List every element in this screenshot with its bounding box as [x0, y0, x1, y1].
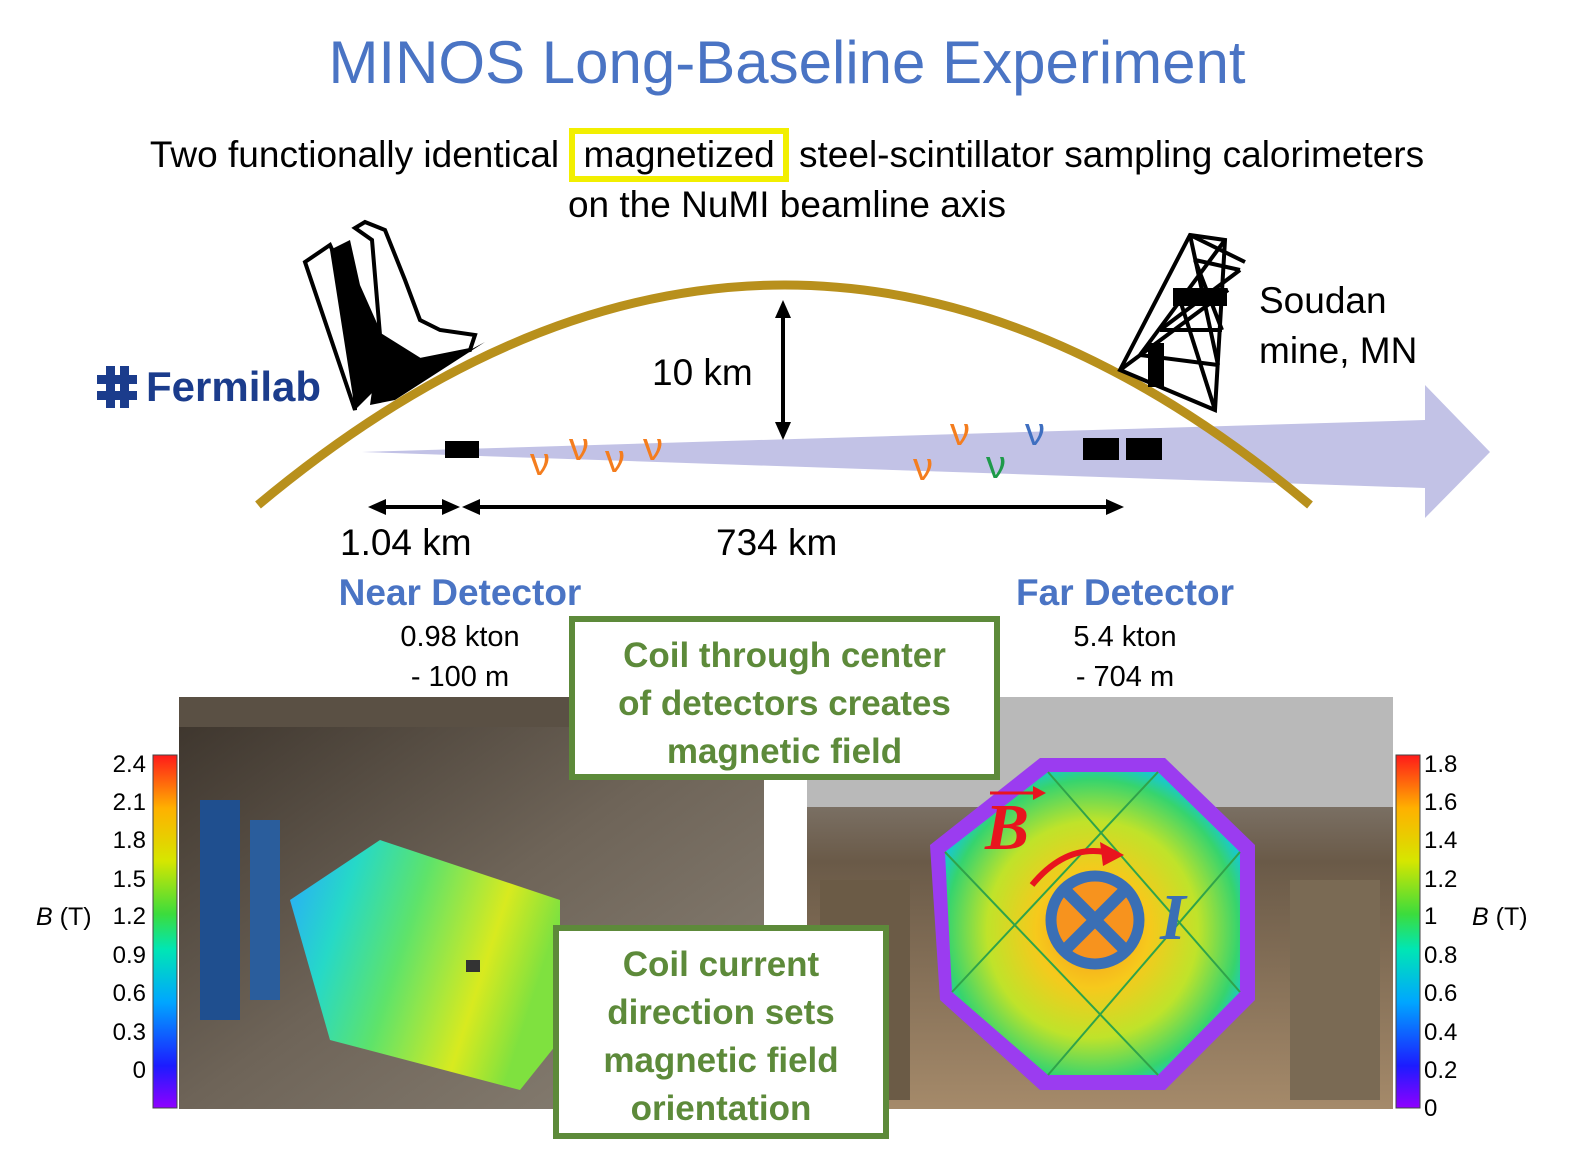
- callout-line: magnetic field: [603, 1041, 839, 1080]
- field-direction-arrow: [1029, 842, 1124, 887]
- colorbar-tick: 0.4: [1424, 1019, 1458, 1046]
- colorbar-tick: 2.4: [112, 751, 146, 778]
- soudan-label: Soudan mine, MN: [1259, 276, 1417, 376]
- near-detector-info: 0.98 kton - 100 m: [300, 617, 620, 697]
- colorbar-tick: 0.6: [1424, 980, 1458, 1007]
- colorbar-tick: 1.2: [112, 903, 146, 930]
- near-distance-arrow: [368, 499, 460, 515]
- far-detector-block-1: [1083, 438, 1119, 460]
- wilson-hall-icon: [302, 219, 485, 411]
- right-colorbar-label: B (T): [1472, 903, 1528, 932]
- far-distance-label: 734 km: [716, 522, 838, 563]
- far-detector-photo: [807, 697, 1393, 1109]
- callout-coil-center: Coil through center of detectors creates…: [569, 616, 1000, 780]
- neutrino-symbol: ν: [643, 425, 663, 469]
- near-detector-name: Near Detector: [338, 572, 582, 613]
- colorbar-tick: 1.8: [112, 827, 146, 854]
- tesla-unit: (T): [59, 903, 92, 931]
- far-detector-mass: 5.4 kton: [1073, 621, 1177, 653]
- callout-line: direction sets: [607, 993, 835, 1032]
- colorbar-tick: 2.1: [112, 789, 146, 816]
- subtitle-line-1: Two functionally identical magnetized st…: [0, 128, 1574, 182]
- callout-line: Coil current: [622, 945, 820, 984]
- field-symbol-b: B: [985, 791, 1030, 864]
- near-detector-mass: 0.98 kton: [400, 621, 520, 653]
- soudan-line-2: mine, MN: [1259, 330, 1418, 371]
- far-detector-name: Far Detector: [1016, 572, 1234, 613]
- near-detector-block: [445, 441, 479, 458]
- colorbar-tick: 1.5: [112, 866, 146, 893]
- neutrino-beam: [362, 385, 1490, 518]
- near-detector-depth: - 100 m: [410, 661, 510, 693]
- depth-arrow: [775, 300, 791, 440]
- colorbar-tick: 0: [1424, 1095, 1438, 1122]
- colorbar-tick: 0.2: [1424, 1057, 1458, 1084]
- soudan-line-1: Soudan: [1259, 280, 1387, 321]
- neutrino-symbol: ν: [1025, 410, 1045, 454]
- callout-line: orientation: [630, 1089, 812, 1128]
- callout-coil-current: Coil current direction sets magnetic fie…: [553, 925, 889, 1139]
- near-distance-label: 1.04 km: [340, 522, 472, 563]
- callout-line: Coil through center: [623, 636, 946, 675]
- colorbar-tick: 1: [1424, 903, 1438, 930]
- neutrino-symbol: ν: [569, 425, 589, 469]
- colorbar-tick: 1.6: [1424, 789, 1458, 816]
- far-detector-info: 5.4 kton - 704 m: [990, 617, 1260, 697]
- subtitle-after: steel-scintillator sampling calorimeters: [799, 134, 1425, 175]
- current-symbol-i: I: [1160, 881, 1186, 954]
- colorbar-tick: 1.4: [1424, 827, 1458, 854]
- b-variable: B: [1472, 903, 1489, 931]
- slide-title: MINOS Long-Baseline Experiment: [328, 29, 1246, 96]
- right-colorbar: [1395, 754, 1421, 1109]
- subtitle-highlight: magnetized: [583, 134, 775, 175]
- neutrino-symbol: ν: [986, 443, 1006, 487]
- colorbar-tick: 0.6: [112, 980, 146, 1007]
- left-colorbar: [152, 754, 178, 1109]
- fermilab-logo-text: Fermilab: [146, 363, 322, 410]
- colorbar-tick: 0: [132, 1057, 146, 1084]
- coil-current-into-page-icon: [1045, 870, 1145, 970]
- vector-arrow-over-b: [990, 786, 1046, 800]
- subtitle-line-2: on the NuMI beamline axis: [567, 184, 1007, 225]
- subtitle-before: Two functionally identical: [149, 134, 560, 175]
- tesla-unit: (T): [1495, 903, 1528, 931]
- neutrino-symbol: ν: [913, 445, 933, 489]
- colorbar-tick: 1.8: [1424, 751, 1458, 778]
- colorbar-tick: 0.3: [112, 1019, 146, 1046]
- fermilab-logo-mark: [97, 366, 137, 408]
- headframe-icon: [1117, 232, 1246, 413]
- colorbar-tick: 1.2: [1424, 866, 1458, 893]
- colorbar-tick: 0.8: [1424, 942, 1458, 969]
- neutrino-symbol: ν: [530, 440, 550, 484]
- callout-line: of detectors creates: [618, 684, 951, 723]
- b-variable: B: [36, 903, 53, 931]
- highlight-box: magnetized: [569, 128, 789, 182]
- far-distance-arrow: [462, 499, 1124, 515]
- far-detector-block-2: [1126, 438, 1162, 460]
- neutrino-symbol: ν: [950, 410, 970, 454]
- earth-surface-arc: [255, 280, 1313, 509]
- depth-label: 10 km: [652, 352, 753, 393]
- colorbar-tick: 0.9: [112, 942, 146, 969]
- neutrino-symbol: ν: [605, 437, 625, 481]
- far-detector-depth: - 704 m: [1075, 661, 1175, 693]
- left-colorbar-label: B (T): [36, 903, 92, 932]
- callout-line: magnetic field: [666, 732, 903, 771]
